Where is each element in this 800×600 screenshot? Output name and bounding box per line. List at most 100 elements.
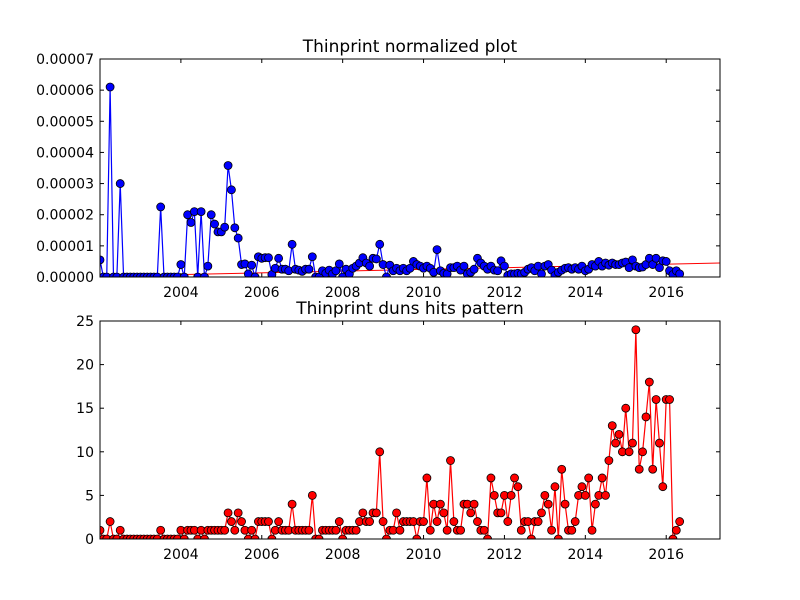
plot-area: 0 5 10 15 20 25 2004 2006 2008 2010 2012 2014 2016 bbox=[76, 314, 720, 563]
data-point bbox=[378, 517, 388, 526]
data-point bbox=[526, 534, 536, 539]
x-tick-label: 2004 bbox=[163, 285, 199, 301]
data-point bbox=[624, 447, 634, 457]
data-point bbox=[537, 269, 546, 277]
data-point bbox=[473, 517, 482, 526]
data-point bbox=[425, 525, 435, 535]
data-point bbox=[419, 517, 428, 526]
data-point bbox=[560, 499, 570, 509]
data-point bbox=[196, 207, 206, 217]
data-point bbox=[459, 261, 469, 271]
axes-frame bbox=[99, 58, 721, 278]
data-point bbox=[540, 490, 550, 500]
data-point bbox=[314, 534, 324, 539]
data-point bbox=[392, 508, 401, 518]
data-point bbox=[675, 517, 685, 526]
x-tick-label: 2008 bbox=[325, 547, 361, 563]
data-point bbox=[479, 525, 489, 535]
data-point bbox=[375, 447, 385, 457]
y-tick-label: 0.00007 bbox=[36, 52, 94, 68]
data-point bbox=[503, 517, 513, 526]
data-point bbox=[597, 473, 607, 483]
data-point bbox=[100, 525, 105, 535]
data-point bbox=[422, 473, 432, 483]
data-point bbox=[338, 272, 348, 277]
data-point bbox=[449, 517, 459, 526]
data-point bbox=[179, 534, 189, 539]
data-point bbox=[156, 525, 166, 535]
plot-area: 0.00000 0.00001 0.00002 0.00003 0.00004 0.000… bbox=[36, 52, 720, 301]
y-tick-label: 0.00001 bbox=[36, 239, 94, 255]
data-point bbox=[227, 517, 236, 526]
data-point bbox=[243, 534, 253, 539]
data-point bbox=[486, 473, 496, 483]
y-tick-label: 0 bbox=[85, 532, 94, 548]
x-tick-label: 2012 bbox=[487, 547, 523, 563]
data-point bbox=[375, 239, 385, 249]
y-tick-label: 10 bbox=[76, 445, 94, 461]
y-tick-label: 20 bbox=[76, 358, 94, 374]
data-point bbox=[412, 534, 422, 539]
data-point bbox=[614, 429, 624, 439]
data-point bbox=[604, 456, 614, 465]
y-tick-label: 0.00004 bbox=[36, 145, 94, 161]
data-point bbox=[648, 464, 658, 474]
data-point bbox=[100, 255, 105, 265]
data-point bbox=[435, 499, 445, 509]
data-point bbox=[395, 525, 405, 535]
data-point bbox=[223, 508, 233, 518]
data-point bbox=[304, 525, 314, 535]
data-point bbox=[469, 499, 479, 509]
x-tick-label: 2004 bbox=[163, 547, 199, 563]
data-point bbox=[156, 202, 166, 212]
data-point bbox=[264, 517, 273, 526]
data-point bbox=[665, 395, 674, 404]
data-point bbox=[510, 473, 519, 483]
data-point bbox=[307, 490, 317, 500]
data-point bbox=[500, 261, 509, 271]
data-point bbox=[334, 259, 344, 269]
y-tick-label: 0.00003 bbox=[36, 177, 94, 193]
data-point bbox=[210, 219, 219, 229]
data-point bbox=[580, 490, 590, 500]
data-point bbox=[334, 517, 344, 526]
x-tick-label: 2014 bbox=[568, 547, 604, 563]
data-point bbox=[358, 508, 368, 518]
data-point bbox=[193, 534, 203, 539]
data-point bbox=[405, 263, 415, 273]
data-point bbox=[469, 264, 479, 274]
data-point bbox=[237, 517, 246, 526]
data-point bbox=[274, 253, 284, 263]
data-point bbox=[658, 482, 668, 492]
data-point bbox=[230, 223, 240, 233]
data-point bbox=[365, 261, 375, 271]
data-point bbox=[230, 525, 240, 535]
data-point bbox=[591, 499, 600, 509]
data-point bbox=[274, 517, 284, 526]
data-point bbox=[516, 525, 526, 535]
data-point bbox=[601, 490, 610, 500]
data-point bbox=[371, 508, 381, 518]
data-point bbox=[628, 438, 637, 448]
data-point bbox=[365, 517, 375, 526]
data-point bbox=[567, 525, 577, 535]
x-tick-label: 2006 bbox=[244, 547, 280, 563]
data-point bbox=[533, 517, 543, 526]
data-point bbox=[203, 261, 213, 271]
data-point bbox=[173, 534, 182, 539]
data-point bbox=[466, 508, 476, 518]
data-point bbox=[193, 272, 203, 277]
data-point bbox=[112, 534, 122, 539]
data-point bbox=[634, 464, 644, 474]
x-tick-label: 2008 bbox=[325, 285, 361, 301]
data-point bbox=[351, 525, 361, 535]
data-point bbox=[264, 253, 273, 263]
data-point bbox=[543, 499, 553, 509]
data-point bbox=[550, 482, 560, 492]
data-point bbox=[200, 534, 209, 539]
data-point bbox=[644, 377, 654, 387]
data-point bbox=[304, 264, 314, 274]
data-point bbox=[638, 447, 647, 457]
data-point bbox=[611, 438, 621, 448]
data-point bbox=[651, 395, 661, 404]
